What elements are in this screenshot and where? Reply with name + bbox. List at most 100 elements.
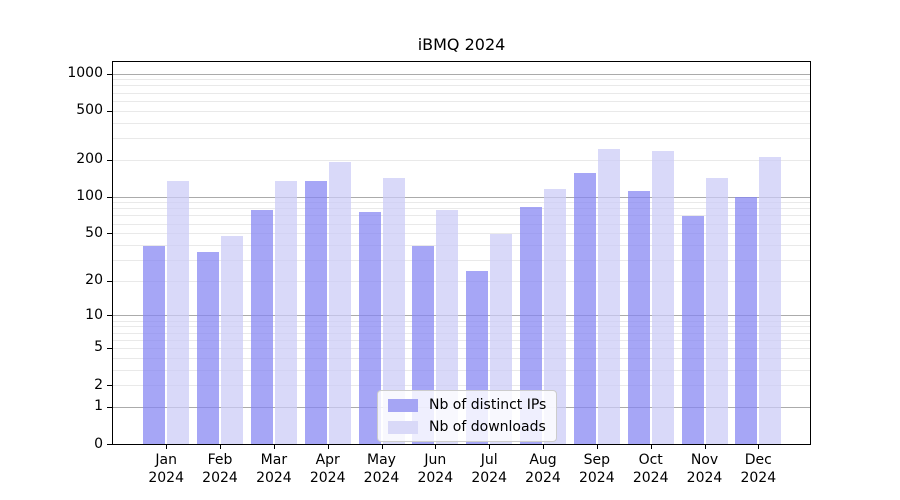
bar-downloads-mar — [274, 180, 297, 444]
minor-gridline-80 — [113, 208, 810, 210]
x-tick-aug — [543, 444, 544, 449]
y-label-1000: 1000 — [67, 65, 103, 81]
bar-distinct-ips-oct — [627, 190, 650, 444]
minor-gridline-30 — [113, 259, 810, 261]
x-label-jun: Jun 2024 — [417, 452, 454, 486]
y-tick-50 — [107, 233, 112, 235]
chart-title: iBMQ 2024 — [417, 35, 506, 54]
x-label-may: May 2024 — [363, 452, 400, 486]
minor-gridline-8 — [113, 326, 810, 328]
bar-distinct-ips-dec — [735, 197, 758, 444]
y-tick-10 — [107, 315, 112, 317]
x-tick-nov — [704, 444, 706, 449]
x-tick-jul — [489, 444, 491, 449]
y-label-10: 10 — [85, 306, 103, 323]
bar-downloads-oct — [651, 151, 674, 444]
minor-gridline-800 — [113, 85, 810, 87]
x-label-jan: Jan 2024 — [148, 452, 184, 486]
major-gridline-10 — [113, 315, 810, 317]
y-label-2: 2 — [94, 376, 103, 393]
legend: Nb of distinct IPs Nb of downloads — [377, 390, 558, 442]
x-tick-oct — [650, 444, 652, 449]
legend-label-downloads: Nb of downloads — [429, 419, 546, 435]
y-tick-200 — [107, 159, 112, 161]
y-tick-2 — [107, 385, 112, 387]
bar-downloads-sep — [597, 148, 620, 444]
bar-distinct-ips-aug — [520, 207, 542, 444]
y-label-5: 5 — [94, 339, 103, 356]
bar-downloads-jan — [167, 180, 190, 444]
minor-gridline-9 — [113, 320, 810, 322]
y-tick-500 — [107, 110, 112, 112]
x-tick-sep — [596, 444, 598, 449]
grid-layer — [113, 62, 810, 444]
bar-distinct-ips-may — [358, 211, 381, 444]
minor-gridline-300 — [113, 137, 810, 139]
x-label-feb: Feb 2024 — [202, 452, 238, 486]
y-label-0: 0 — [94, 435, 103, 452]
y-tick-20 — [107, 280, 112, 282]
x-tick-feb — [220, 444, 221, 449]
y-label-200: 200 — [76, 151, 103, 168]
bar-distinct-ips-feb — [197, 251, 219, 444]
y-label-1: 1 — [94, 398, 103, 415]
minor-gridline-700 — [113, 92, 810, 94]
x-tick-apr — [327, 444, 329, 449]
x-tick-jan — [166, 444, 168, 449]
minor-gridline-60 — [113, 223, 810, 225]
minor-gridline-20 — [113, 280, 810, 282]
x-label-apr: Apr 2024 — [309, 452, 346, 486]
minor-gridline-400 — [113, 122, 810, 124]
bar-distinct-ips-jan — [143, 246, 166, 444]
minor-gridline-40 — [113, 244, 810, 246]
y-tick-100 — [107, 196, 112, 198]
y-label-50: 50 — [85, 224, 103, 241]
y-label-20: 20 — [85, 272, 103, 289]
x-label-aug: Aug 2024 — [525, 452, 561, 486]
legend-swatch-downloads — [388, 420, 418, 434]
x-label-sep: Sep 2024 — [578, 452, 615, 486]
bar-distinct-ips-sep — [573, 173, 596, 444]
x-tick-jun — [435, 444, 437, 449]
y-tick-1000 — [107, 73, 112, 75]
x-label-jul: Jul 2024 — [471, 452, 507, 486]
y-tick-0 — [107, 444, 112, 445]
bar-distinct-ips-apr — [304, 180, 327, 444]
minor-gridline-600 — [113, 100, 810, 102]
plot-area: Jan 2024 Feb 2024 Mar 2024 Apr 2024 May 2024 Jun 20… — [67, 61, 811, 486]
legend-label-distinct-ips: Nb of distinct IPs — [429, 397, 547, 413]
y-label-100: 100 — [76, 188, 103, 204]
minor-gridline-50 — [113, 233, 810, 235]
legend-item-downloads: Nb of downloads — [388, 419, 546, 435]
x-tick-may — [381, 444, 383, 449]
minor-gridline-70 — [113, 215, 810, 217]
minor-gridline-3 — [113, 369, 810, 371]
minor-gridline-90 — [113, 202, 810, 204]
minor-gridline-6 — [113, 339, 810, 341]
bar-downloads-dec — [759, 157, 782, 444]
bar-distinct-ips-mar — [250, 210, 273, 444]
bar-downloads-may — [382, 177, 405, 444]
major-gridline-100 — [113, 196, 810, 198]
minor-gridline-200 — [113, 159, 810, 161]
bar-downloads-jun — [436, 209, 459, 444]
bar-downloads-nov — [705, 177, 728, 444]
minor-gridline-5 — [113, 347, 810, 349]
x-tick-dec — [758, 444, 760, 449]
legend-swatch-distinct-ips — [388, 398, 418, 412]
bar-distinct-ips-nov — [681, 216, 704, 444]
bar-downloads-aug — [544, 189, 566, 444]
bar-downloads-feb — [221, 236, 243, 444]
x-label-mar: Mar 2024 — [256, 452, 292, 486]
legend-item-distinct-ips: Nb of distinct IPs — [388, 397, 546, 413]
minor-gridline-4 — [113, 357, 810, 359]
y-tick-1 — [107, 406, 112, 408]
x-label-oct: Oct 2024 — [632, 452, 669, 486]
minor-gridline-2 — [113, 385, 810, 387]
x-tick-mar — [273, 444, 275, 449]
y-tick-5 — [107, 347, 112, 349]
axis-layer: Jan 2024 Feb 2024 Mar 2024 Apr 2024 May 2024 Jun 20… — [67, 62, 810, 486]
y-label-500: 500 — [76, 102, 103, 119]
minor-gridline-7 — [113, 332, 810, 334]
